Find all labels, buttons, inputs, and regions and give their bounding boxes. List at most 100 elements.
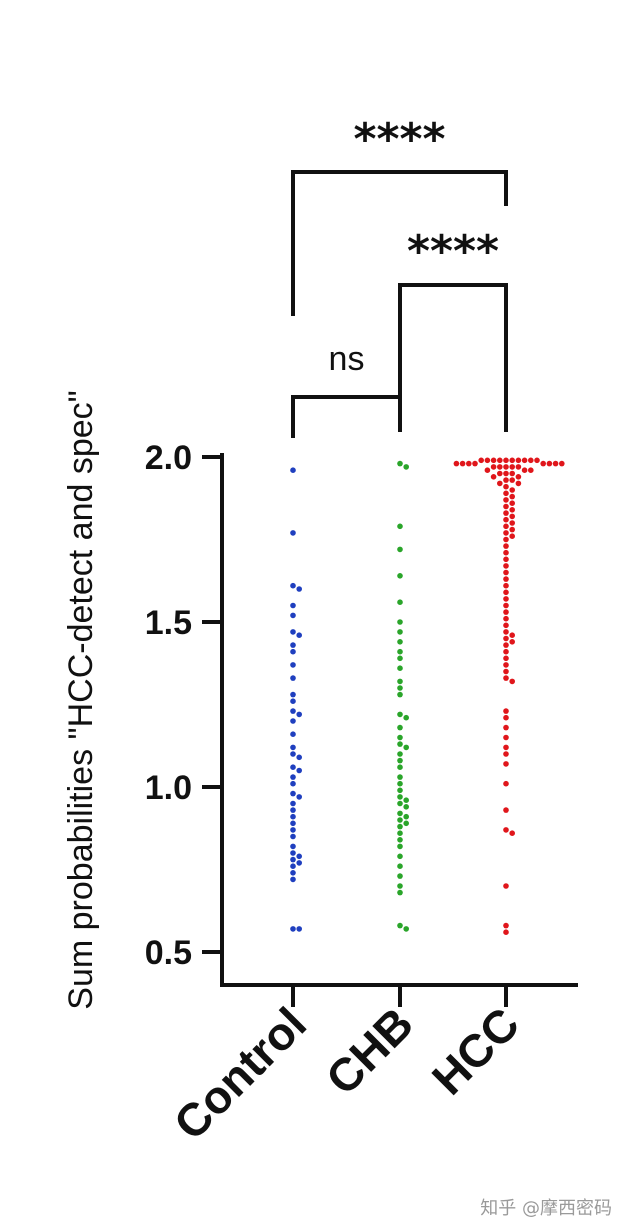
data-point-hcc xyxy=(509,533,515,539)
data-point-hcc xyxy=(503,470,509,477)
data-point-hcc xyxy=(484,467,491,474)
data-point-control xyxy=(290,698,296,704)
data-point-hcc xyxy=(503,563,509,569)
data-point-hcc xyxy=(453,460,460,467)
data-point-control xyxy=(290,926,296,932)
data-point-hcc xyxy=(503,576,509,582)
data-point-chb xyxy=(403,744,410,751)
data-point-control xyxy=(290,582,296,589)
data-point-hcc xyxy=(509,520,515,526)
data-point-control xyxy=(290,780,296,787)
data-point-hcc xyxy=(546,460,553,467)
data-point-control xyxy=(290,807,296,813)
data-point-chb xyxy=(403,714,410,721)
data-point-control xyxy=(290,856,296,863)
data-point-hcc xyxy=(503,615,509,622)
data-point-control xyxy=(290,833,296,840)
data-point-chb xyxy=(397,843,403,850)
data-point-hcc xyxy=(466,460,472,467)
data-point-hcc xyxy=(509,513,515,520)
data-point-control xyxy=(290,876,296,883)
data-point-hcc xyxy=(503,629,509,635)
y-tick-label: 2.0 xyxy=(145,439,192,477)
data-point-hcc xyxy=(503,751,509,757)
data-point-hcc xyxy=(509,500,515,507)
data-point-hcc xyxy=(503,662,509,668)
data-point-chb xyxy=(397,823,403,830)
data-point-chb xyxy=(397,619,403,625)
x-tick-label-chb: CHB xyxy=(316,997,423,1104)
data-point-control xyxy=(290,774,296,780)
data-point-chb xyxy=(397,678,403,685)
data-point-hcc xyxy=(503,734,509,741)
data-point-hcc xyxy=(503,569,509,576)
data-point-control xyxy=(290,642,296,648)
data-point-hcc xyxy=(503,503,509,510)
data-point-hcc xyxy=(490,464,497,470)
data-point-control xyxy=(290,718,296,724)
data-point-control xyxy=(290,813,296,820)
data-point-hcc xyxy=(503,582,509,589)
data-point-hcc xyxy=(497,457,503,464)
data-point-chb xyxy=(397,817,403,823)
data-point-chb xyxy=(397,460,403,467)
data-point-chb xyxy=(397,774,403,780)
data-point-hcc xyxy=(503,497,509,503)
data-point-hcc xyxy=(540,460,546,467)
data-point-hcc xyxy=(509,507,515,513)
data-point-chb xyxy=(397,691,403,698)
y-axis-label: Sum probabilities "HCC-detect and spec" xyxy=(62,390,100,1009)
data-point-control xyxy=(290,764,296,770)
data-point-hcc xyxy=(503,530,509,536)
data-point-hcc xyxy=(503,807,509,813)
data-point-control xyxy=(290,648,296,655)
data-point-control xyxy=(290,691,296,698)
data-point-hcc xyxy=(503,543,509,549)
data-point-hcc xyxy=(503,675,509,681)
data-point-hcc xyxy=(503,596,509,602)
data-point-hcc xyxy=(509,678,515,685)
data-point-chb xyxy=(403,804,410,810)
data-point-chb xyxy=(403,813,410,820)
data-point-chb xyxy=(397,724,403,731)
data-point-chb xyxy=(397,685,403,691)
data-point-hcc xyxy=(503,929,509,935)
data-point-control xyxy=(290,662,296,668)
significance-bracket xyxy=(398,283,508,432)
data-point-chb xyxy=(397,863,403,869)
data-point-chb xyxy=(397,599,403,605)
data-point-hcc xyxy=(552,460,559,467)
data-point-hcc xyxy=(509,526,515,533)
data-point-hcc xyxy=(459,460,466,467)
data-point-hcc xyxy=(509,477,515,483)
data-point-hcc xyxy=(534,457,540,464)
significance-label: ns xyxy=(329,340,365,378)
x-tick-label-hcc: HCC xyxy=(422,997,529,1104)
data-points xyxy=(290,457,565,935)
data-point-control xyxy=(290,863,296,869)
data-point-chb xyxy=(397,830,403,836)
data-point-control xyxy=(290,790,296,797)
data-point-hcc xyxy=(521,467,528,474)
data-point-chb xyxy=(397,665,403,671)
data-point-hcc xyxy=(503,602,509,609)
data-point-hcc xyxy=(503,724,509,731)
data-point-chb xyxy=(397,741,403,747)
data-point-control xyxy=(290,744,296,751)
data-point-hcc xyxy=(503,780,509,787)
data-point-chb xyxy=(397,655,403,662)
data-point-control xyxy=(296,711,303,718)
data-point-chb xyxy=(397,546,403,553)
data-point-control xyxy=(296,853,303,860)
data-point-chb xyxy=(403,926,410,932)
data-point-hcc xyxy=(503,523,509,530)
data-point-hcc xyxy=(503,477,509,483)
data-point-hcc xyxy=(478,457,485,464)
data-point-hcc xyxy=(472,460,478,467)
watermark: 知乎 @摩西密码 xyxy=(480,1198,612,1219)
data-point-chb xyxy=(397,837,403,843)
data-point-chb xyxy=(397,787,403,794)
data-point-control xyxy=(296,767,303,774)
data-point-hcc xyxy=(497,464,503,470)
